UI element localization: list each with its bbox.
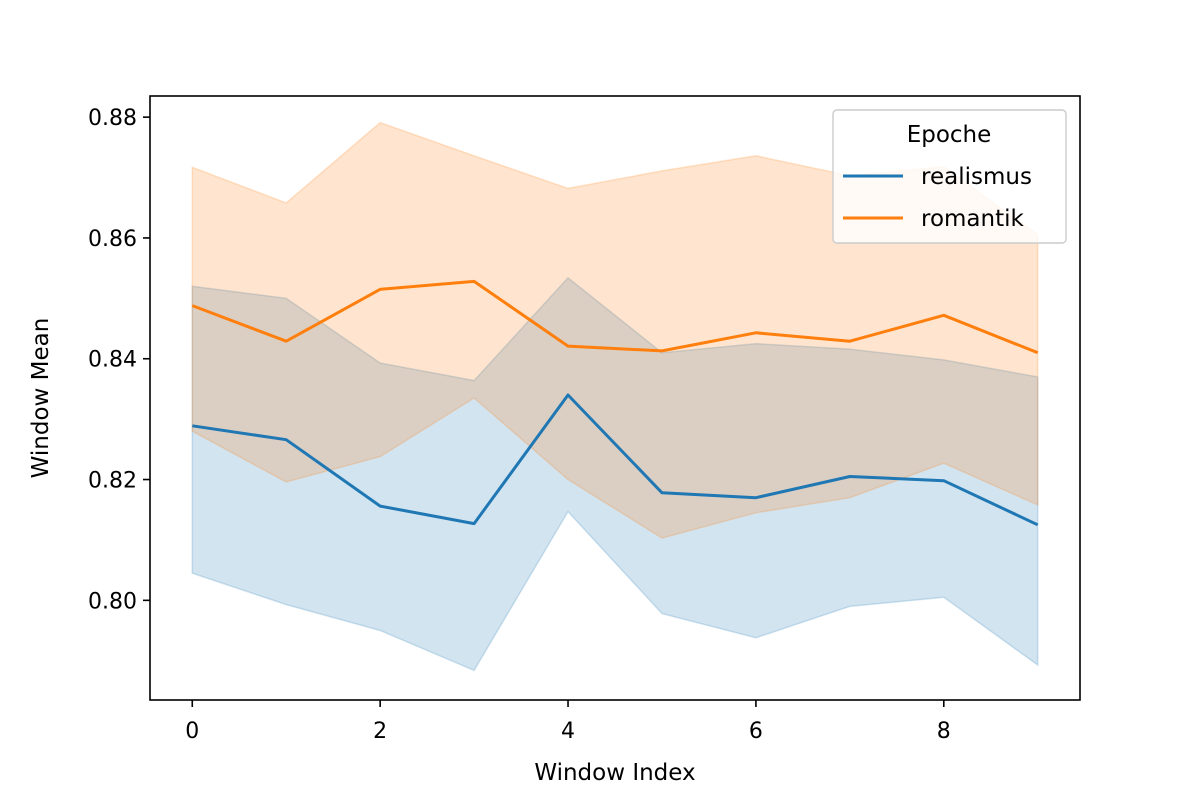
x-axis: 0 2 4 6 8 bbox=[185, 700, 951, 744]
y-tick-label: 0.82 bbox=[88, 469, 137, 494]
x-tick-label: 2 bbox=[373, 719, 387, 744]
legend-box bbox=[832, 109, 1067, 244]
y-axis-title: Window Mean bbox=[28, 318, 54, 479]
y-tick-label: 0.88 bbox=[88, 106, 137, 131]
legend-label-realismus: realismus bbox=[921, 164, 1032, 190]
confidence-bands bbox=[191, 121, 1039, 672]
series-line-realismus bbox=[192, 393, 1039, 527]
x-tick-label: 0 bbox=[185, 719, 199, 744]
y-axis: 0.80 0.82 0.84 0.86 0.88 bbox=[88, 106, 150, 614]
y-tick-label: 0.84 bbox=[88, 348, 137, 373]
band-realismus bbox=[191, 276, 1039, 672]
series-lines bbox=[191, 279, 1039, 527]
band-romantik bbox=[191, 121, 1039, 539]
x-tick-label: 8 bbox=[937, 719, 951, 744]
x-axis-title: Window Index bbox=[534, 760, 695, 786]
x-tick-label: 4 bbox=[561, 719, 575, 744]
y-tick-label: 0.80 bbox=[88, 589, 137, 614]
legend-label-romantik: romantik bbox=[921, 206, 1025, 232]
y-tick-label: 0.86 bbox=[88, 227, 137, 252]
x-tick-label: 6 bbox=[749, 719, 763, 744]
series-line-romantik bbox=[191, 279, 1039, 355]
legend-title: Epoche bbox=[907, 122, 992, 148]
legend: Epoche realismus romantik bbox=[832, 109, 1067, 244]
plot-frame bbox=[149, 95, 1081, 701]
